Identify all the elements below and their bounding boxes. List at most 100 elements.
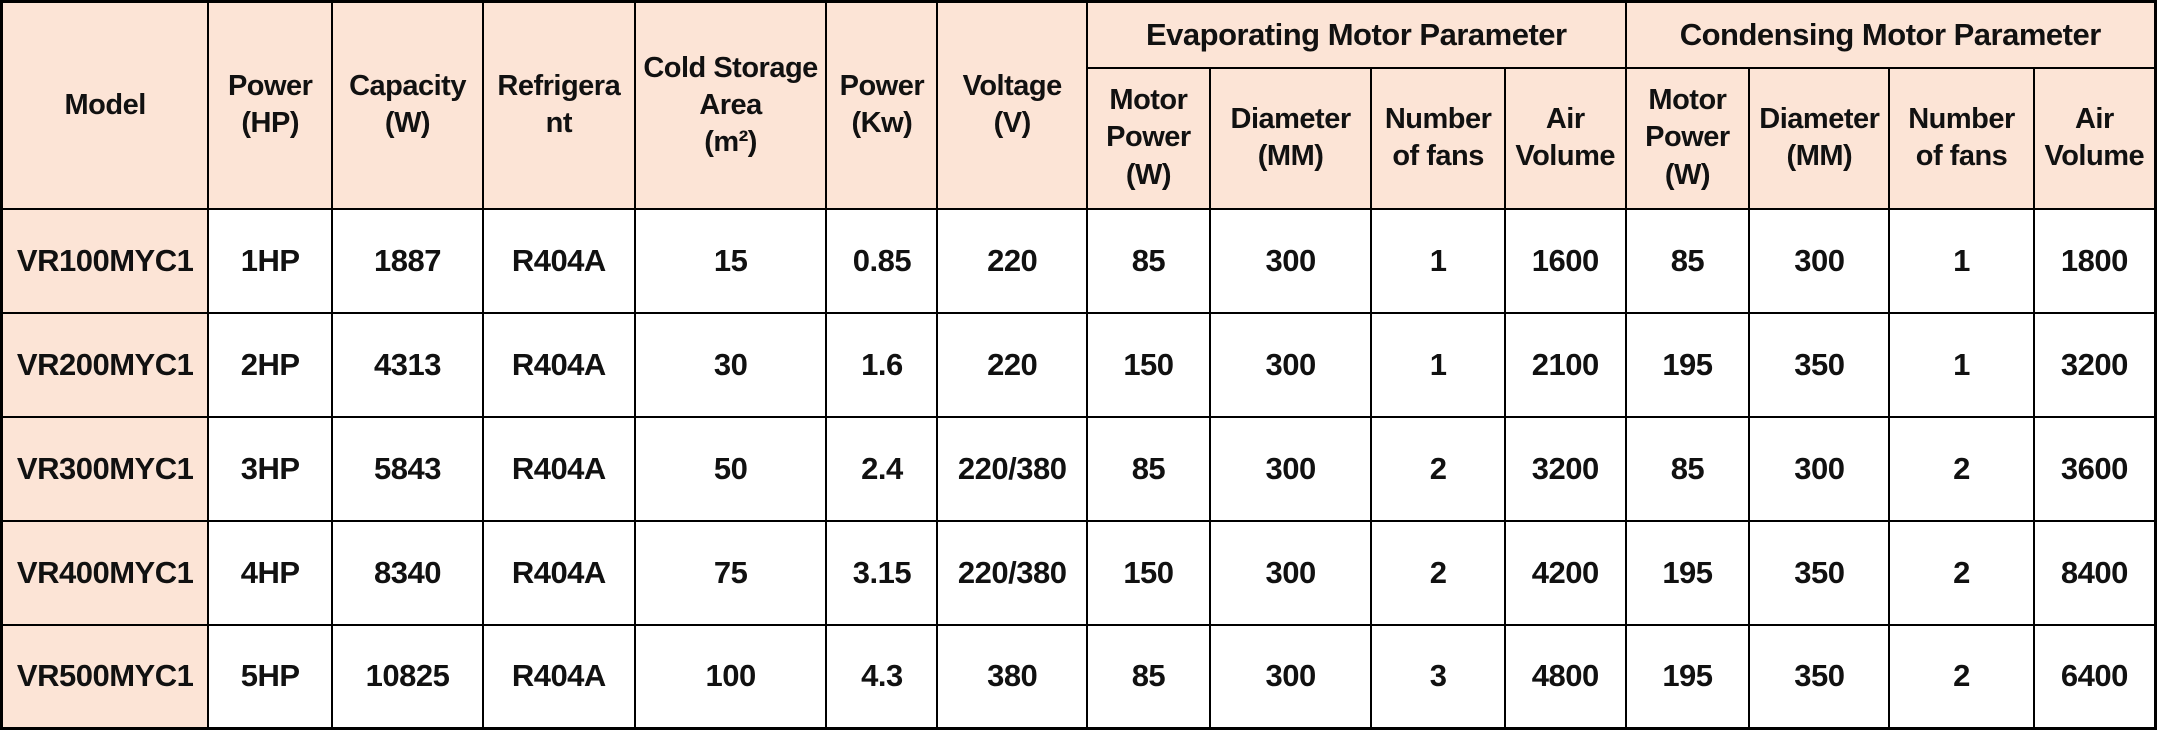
cell-model: VR300MYC1 xyxy=(0,415,210,522)
cell-cond-motor-power: 195 xyxy=(1624,311,1751,418)
col-group-condensing-motor-parameter: Condensing Motor Parameter xyxy=(1624,0,2157,69)
cell-voltage: 380 xyxy=(936,623,1089,730)
cell-refrigerant: R404A xyxy=(481,207,636,314)
spec-row: VR300MYC1 3HP 5843 R404A 50 2.4 220/380 … xyxy=(0,415,2157,522)
cell-capacity-w: 5843 xyxy=(331,415,484,522)
cell-voltage: 220 xyxy=(936,311,1089,418)
cell-power-hp: 5HP xyxy=(207,623,334,730)
cell-evap-number-of-fans: 1 xyxy=(1370,311,1506,418)
cell-evap-motor-power: 85 xyxy=(1086,207,1211,314)
cell-evap-diameter: 300 xyxy=(1208,623,1373,730)
cell-cond-number-of-fans: 1 xyxy=(1888,311,2035,418)
cell-model: VR100MYC1 xyxy=(0,207,210,314)
cell-power-hp: 4HP xyxy=(207,519,334,626)
cell-power-kw: 2.4 xyxy=(825,415,939,522)
cell-power-kw: 0.85 xyxy=(825,207,939,314)
col-header-power-hp: Power (HP) xyxy=(207,0,334,210)
cell-cond-number-of-fans: 2 xyxy=(1888,519,2035,626)
cell-cond-diameter: 300 xyxy=(1748,415,1891,522)
cell-cond-air-volume: 6400 xyxy=(2032,623,2157,730)
cell-cond-number-of-fans: 1 xyxy=(1888,207,2035,314)
cell-cond-motor-power: 85 xyxy=(1624,415,1751,522)
header-row-groups: Model Power (HP) Capacity (W) Refrigera … xyxy=(0,0,2157,210)
cell-evap-motor-power: 150 xyxy=(1086,519,1211,626)
cell-power-kw: 3.15 xyxy=(825,519,939,626)
cell-evap-air-volume: 4800 xyxy=(1503,623,1627,730)
cell-evap-air-volume: 2100 xyxy=(1503,311,1627,418)
cell-cond-motor-power: 85 xyxy=(1624,207,1751,314)
cell-evap-air-volume: 1600 xyxy=(1503,207,1627,314)
col-header-evap-motor-power: Motor Power (W) xyxy=(1086,66,1211,210)
cell-cond-number-of-fans: 2 xyxy=(1888,415,2035,522)
col-header-evap-number-of-fans: Number of fans xyxy=(1370,66,1506,210)
cell-voltage: 220/380 xyxy=(936,415,1089,522)
cell-power-hp: 1HP xyxy=(207,207,334,314)
col-header-model: Model xyxy=(0,0,210,210)
cell-refrigerant: R404A xyxy=(481,519,636,626)
cell-power-kw: 4.3 xyxy=(825,623,939,730)
cell-cond-diameter: 350 xyxy=(1748,519,1891,626)
cell-cond-air-volume: 8400 xyxy=(2032,519,2157,626)
col-header-cond-air-volume: Air Volume xyxy=(2032,66,2157,210)
cell-capacity-w: 8340 xyxy=(331,519,484,626)
col-header-cold-storage-area: Cold Storage Area (m²) xyxy=(633,0,828,210)
cell-power-hp: 3HP xyxy=(207,415,334,522)
col-header-cond-diameter: Diameter (MM) xyxy=(1748,66,1891,210)
cell-cond-motor-power: 195 xyxy=(1624,519,1751,626)
cell-voltage: 220 xyxy=(936,207,1089,314)
cell-evap-number-of-fans: 2 xyxy=(1370,519,1506,626)
cell-cond-air-volume: 3200 xyxy=(2032,311,2157,418)
cell-cond-air-volume: 3600 xyxy=(2032,415,2157,522)
cell-power-kw: 1.6 xyxy=(825,311,939,418)
cell-evap-air-volume: 3200 xyxy=(1503,415,1627,522)
cell-voltage: 220/380 xyxy=(936,519,1089,626)
cell-cold-storage-area: 100 xyxy=(633,623,828,730)
cell-evap-diameter: 300 xyxy=(1208,415,1373,522)
spec-row: VR500MYC1 5HP 10825 R404A 100 4.3 380 85… xyxy=(0,623,2157,730)
spec-row: VR200MYC1 2HP 4313 R404A 30 1.6 220 150 … xyxy=(0,311,2157,418)
cell-evap-diameter: 300 xyxy=(1208,207,1373,314)
cell-cold-storage-area: 50 xyxy=(633,415,828,522)
col-header-voltage: Voltage (V) xyxy=(936,0,1089,210)
cell-capacity-w: 1887 xyxy=(331,207,484,314)
col-header-cond-number-of-fans: Number of fans xyxy=(1888,66,2035,210)
cell-evap-motor-power: 85 xyxy=(1086,415,1211,522)
cell-evap-number-of-fans: 1 xyxy=(1370,207,1506,314)
cell-refrigerant: R404A xyxy=(481,311,636,418)
cell-capacity-w: 10825 xyxy=(331,623,484,730)
cell-cold-storage-area: 75 xyxy=(633,519,828,626)
spec-row: VR400MYC1 4HP 8340 R404A 75 3.15 220/380… xyxy=(0,519,2157,626)
cell-evap-diameter: 300 xyxy=(1208,519,1373,626)
cell-refrigerant: R404A xyxy=(481,623,636,730)
col-header-evap-diameter: Diameter (MM) xyxy=(1208,66,1373,210)
cell-cond-diameter: 350 xyxy=(1748,623,1891,730)
col-header-power-kw: Power (Kw) xyxy=(825,0,939,210)
cell-power-hp: 2HP xyxy=(207,311,334,418)
col-header-capacity-w: Capacity (W) xyxy=(331,0,484,210)
cell-model: VR200MYC1 xyxy=(0,311,210,418)
cell-capacity-w: 4313 xyxy=(331,311,484,418)
cell-evap-number-of-fans: 3 xyxy=(1370,623,1506,730)
col-header-cond-motor-power: Motor Power (W) xyxy=(1624,66,1751,210)
header-row-sub: Motor Power (W) Diameter (MM) Number of … xyxy=(2,66,2157,210)
cell-evap-air-volume: 4200 xyxy=(1503,519,1627,626)
col-header-refrigerant: Refrigera nt xyxy=(481,0,636,210)
cell-model: VR400MYC1 xyxy=(0,519,210,626)
cell-evap-motor-power: 150 xyxy=(1086,311,1211,418)
cell-cold-storage-area: 15 xyxy=(633,207,828,314)
cell-cond-number-of-fans: 2 xyxy=(1888,623,2035,730)
col-header-evap-air-volume: Air Volume xyxy=(1503,66,1627,210)
spec-row: VR100MYC1 1HP 1887 R404A 15 0.85 220 85 … xyxy=(0,207,2157,314)
cell-evap-diameter: 300 xyxy=(1208,311,1373,418)
cell-cond-diameter: 300 xyxy=(1748,207,1891,314)
cell-cond-motor-power: 195 xyxy=(1624,623,1751,730)
cell-cond-diameter: 350 xyxy=(1748,311,1891,418)
col-group-evaporating-motor-parameter: Evaporating Motor Parameter xyxy=(1086,0,1627,69)
cell-cold-storage-area: 30 xyxy=(633,311,828,418)
cell-model: VR500MYC1 xyxy=(0,623,210,730)
cell-evap-number-of-fans: 2 xyxy=(1370,415,1506,522)
cell-refrigerant: R404A xyxy=(481,415,636,522)
cell-cond-air-volume: 1800 xyxy=(2032,207,2157,314)
cell-evap-motor-power: 85 xyxy=(1086,623,1211,730)
